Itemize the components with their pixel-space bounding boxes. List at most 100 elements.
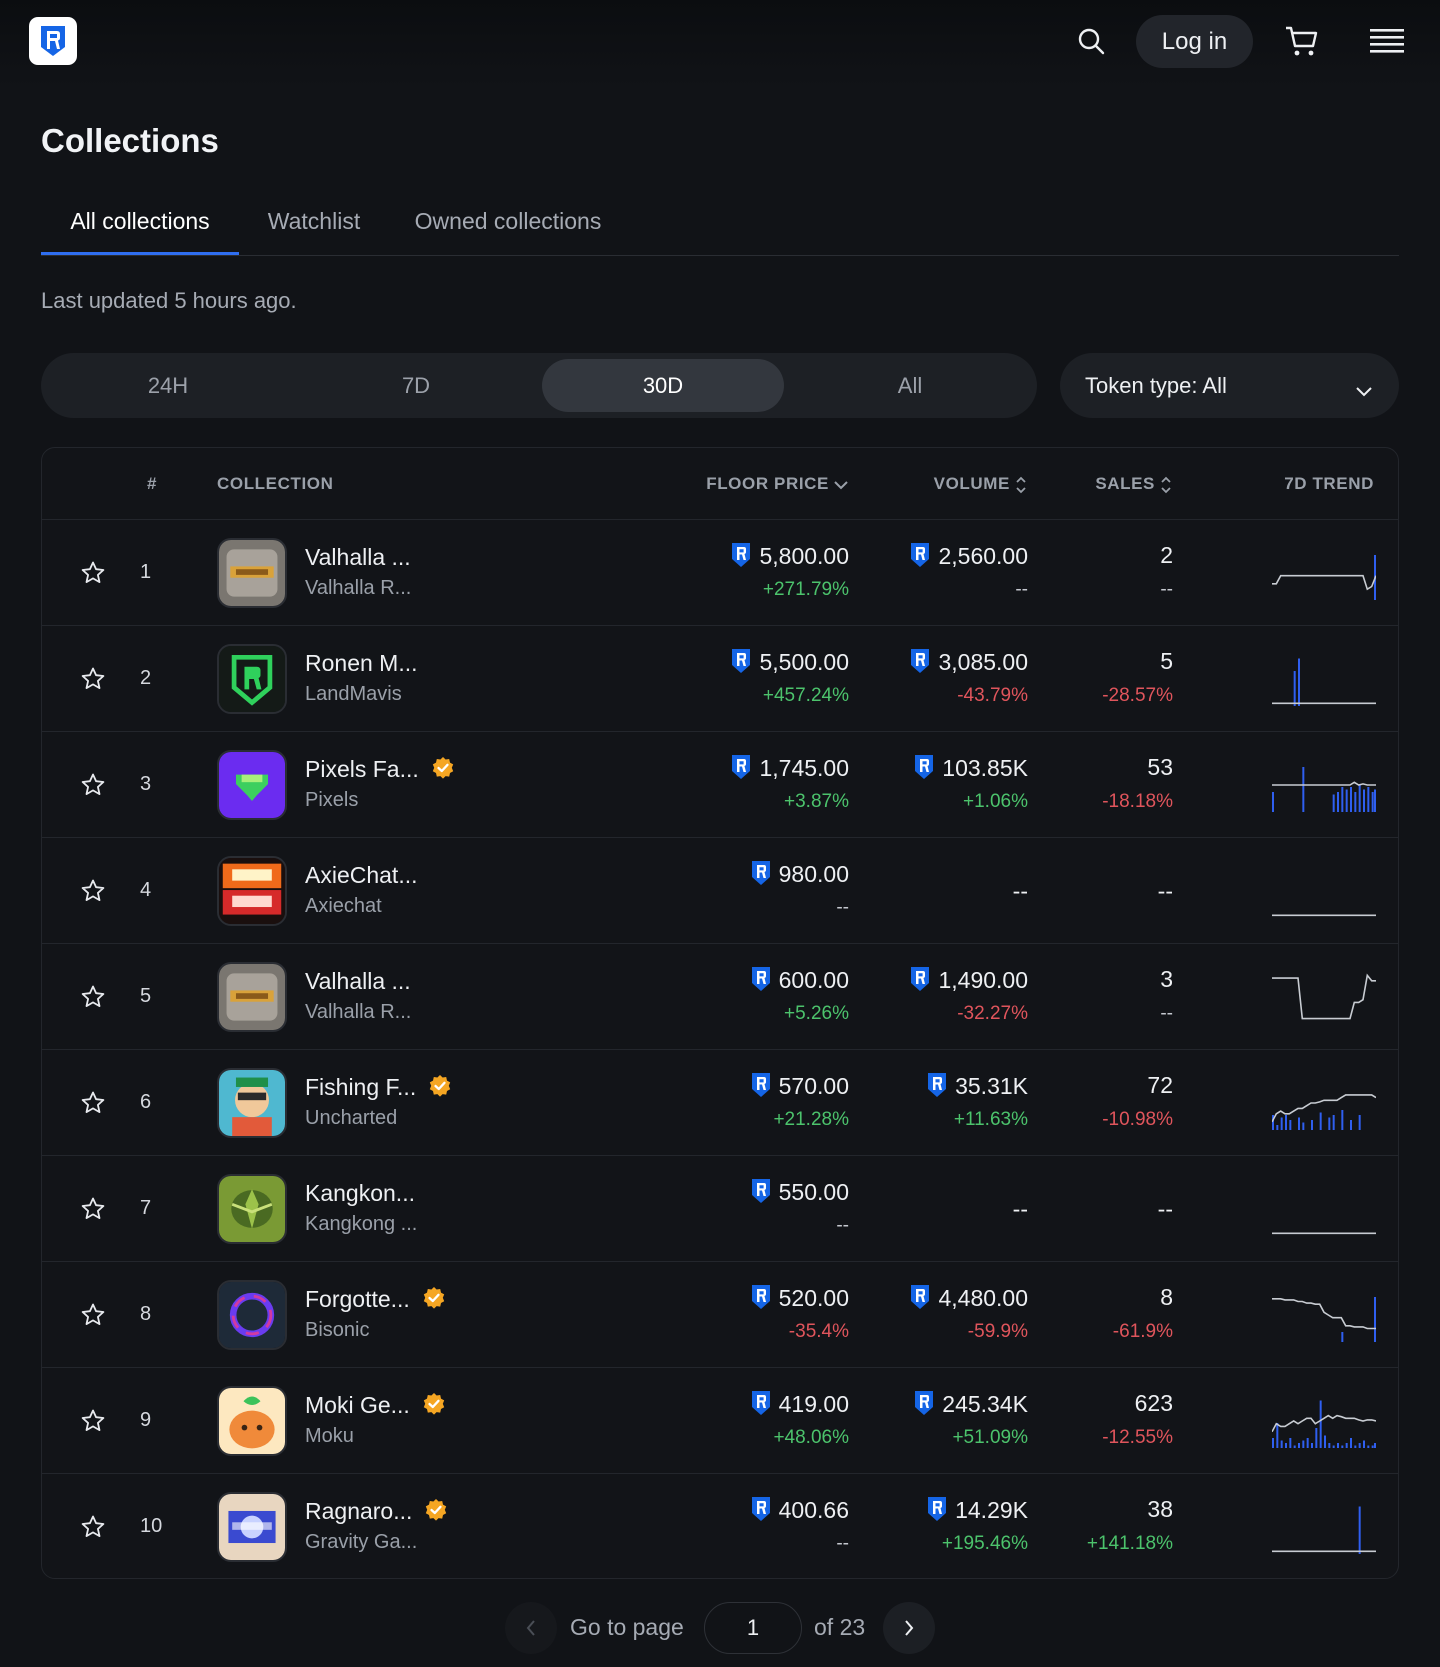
collection-avatar[interactable]	[217, 1386, 287, 1456]
watchlist-star-icon[interactable]	[80, 1302, 106, 1328]
floor-price-change: +5.26%	[784, 1003, 849, 1024]
watchlist-star-icon[interactable]	[80, 560, 106, 586]
table-row[interactable]: 2 Ronen M... LandMavis 5,500.00 +457.24% 3,08…	[42, 626, 1398, 732]
header-floor-price[interactable]: FLOOR PRICE	[706, 474, 849, 494]
top-nav: Log in	[0, 0, 1440, 88]
prev-page-button[interactable]	[505, 1602, 557, 1654]
pagination: Go to page of 23	[505, 1602, 935, 1654]
ron-token-icon	[732, 755, 751, 779]
login-button[interactable]: Log in	[1136, 15, 1253, 68]
token-type-select[interactable]: Token type: All	[1060, 353, 1399, 418]
watchlist-star-icon[interactable]	[80, 1408, 106, 1434]
watchlist-star-icon[interactable]	[80, 1514, 106, 1540]
header-floor-price-label: FLOOR PRICE	[706, 474, 829, 493]
range-30d-button[interactable]: 30D	[542, 359, 784, 412]
tab-owned-collections[interactable]: Owned collections	[414, 208, 602, 234]
time-range-selector: 24H 7D 30D All	[41, 353, 1037, 418]
table-row[interactable]: 1 Valhalla ... Valhalla R... 5,800.00 +271.7…	[42, 520, 1398, 626]
volume-change: +11.63%	[953, 1109, 1028, 1130]
sales-change: --	[1160, 1003, 1173, 1024]
floor-price-value: 980.00	[751, 860, 849, 888]
go-to-page-label: Go to page	[570, 1614, 684, 1640]
table-row[interactable]: 6 Fishing F... Uncharted 570.00 +21.28% 35.31…	[42, 1050, 1398, 1156]
collection-avatar[interactable]	[217, 1280, 287, 1350]
collection-name[interactable]: AxieChat...	[305, 862, 418, 888]
trend-bar	[1280, 1440, 1283, 1448]
table-row[interactable]: 8 Forgotte... Bisonic 520.00 -35.4% 4,480.00 -…	[42, 1262, 1398, 1368]
collection-avatar[interactable]	[217, 856, 287, 926]
collection-avatar[interactable]	[217, 644, 287, 714]
tab-watchlist[interactable]: Watchlist	[267, 208, 361, 234]
sales-change: -28.57%	[1102, 685, 1173, 706]
sales-change: -61.9%	[1112, 1321, 1173, 1342]
collection-name[interactable]: Ragnaro...	[305, 1498, 448, 1525]
page-number-input[interactable]	[704, 1602, 802, 1654]
collection-avatar[interactable]	[217, 1068, 287, 1138]
collection-avatar[interactable]	[217, 1492, 287, 1562]
trend-bar	[1332, 1115, 1335, 1130]
floor-price-value: 520.00	[751, 1284, 849, 1312]
menu-icon[interactable]	[1370, 28, 1406, 54]
trend-bar	[1315, 1428, 1318, 1448]
floor-price-change: +48.06%	[773, 1427, 849, 1448]
rank-number: 9	[140, 1409, 152, 1431]
collection-avatar[interactable]	[217, 750, 287, 820]
trend-bar	[1374, 789, 1376, 812]
ron-token-icon	[751, 1497, 770, 1521]
collection-name[interactable]: Valhalla ...	[305, 544, 411, 570]
floor-price-change: -35.4%	[788, 1321, 849, 1342]
watchlist-star-icon[interactable]	[80, 1090, 106, 1116]
collection-name[interactable]: Moki Ge...	[305, 1392, 446, 1419]
trend-bar	[1324, 1435, 1326, 1448]
volume-value: --	[1012, 878, 1028, 904]
table-row[interactable]: 7 Kangkon... Kangkong ... 550.00 -- -- --	[42, 1156, 1398, 1262]
trend-bar	[1341, 1445, 1344, 1448]
header-rank: #	[147, 474, 158, 493]
floor-price-change: +3.87%	[784, 791, 849, 812]
watchlist-star-icon[interactable]	[80, 1196, 106, 1222]
floor-price-value: 1,745.00	[731, 754, 849, 782]
trend-bar	[1293, 1445, 1296, 1448]
range-all-button[interactable]: All	[897, 372, 923, 398]
tab-all-collections[interactable]: All collections	[70, 208, 210, 234]
table-row[interactable]: 10 Ragnaro... Gravity Ga... 400.66 -- 14.29K +…	[42, 1474, 1398, 1580]
collection-name[interactable]: Valhalla ...	[305, 968, 411, 994]
sales-value: 2	[1160, 542, 1173, 568]
collection-avatar[interactable]	[217, 538, 287, 608]
trend-bar	[1367, 1445, 1370, 1448]
collection-name[interactable]: Fishing F...	[305, 1074, 452, 1101]
header-volume[interactable]: VOLUME	[934, 474, 1028, 495]
table-row[interactable]: 3 Pixels Fa... Pixels 1,745.00 +3.87% 103.85K…	[42, 732, 1398, 838]
trend-bar	[1272, 1438, 1274, 1448]
collection-name[interactable]: Forgotte...	[305, 1286, 446, 1313]
collection-name[interactable]: Pixels Fa...	[305, 756, 455, 783]
table-row[interactable]: 4 AxieChat... Axiechat 980.00 -- -- --	[42, 838, 1398, 944]
table-row[interactable]: 9 Moki Ge... Moku 419.00 +48.06% 245.34K +51.0…	[42, 1368, 1398, 1474]
watchlist-star-icon[interactable]	[80, 772, 106, 798]
watchlist-star-icon[interactable]	[80, 984, 106, 1010]
ron-token-icon	[911, 649, 930, 673]
floor-price-change: +271.79%	[762, 579, 849, 600]
rank-number: 2	[140, 667, 152, 689]
collection-name[interactable]: Kangkon...	[305, 1180, 415, 1206]
floor-price-change: --	[836, 1533, 849, 1554]
sales-value: 623	[1134, 1390, 1173, 1416]
trend-bar	[1302, 767, 1305, 812]
trend-bar	[1332, 1445, 1335, 1448]
cart-icon[interactable]	[1284, 24, 1320, 58]
range-7d-button[interactable]: 7D	[401, 372, 431, 398]
ron-token-icon	[928, 1497, 947, 1521]
search-icon[interactable]	[1075, 25, 1107, 57]
next-page-button[interactable]	[883, 1602, 935, 1654]
collection-name[interactable]: Ronen M...	[305, 650, 418, 676]
collection-avatar[interactable]	[217, 962, 287, 1032]
table-row[interactable]: 5 Valhalla ... Valhalla R... 600.00 +5.26% 1,…	[42, 944, 1398, 1050]
range-24h-button[interactable]: 24H	[147, 372, 189, 398]
collection-avatar[interactable]	[217, 1174, 287, 1244]
header-sales[interactable]: SALES	[1095, 474, 1173, 495]
watchlist-star-icon[interactable]	[80, 878, 106, 904]
watchlist-star-icon[interactable]	[80, 666, 106, 692]
floor-price-change: +457.24%	[762, 685, 849, 706]
ronin-logo-icon[interactable]	[29, 17, 77, 65]
trend-bar	[1332, 794, 1335, 812]
